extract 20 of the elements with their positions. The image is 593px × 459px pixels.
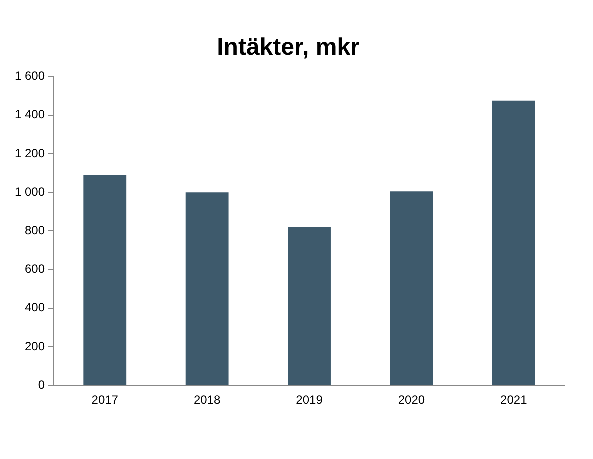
x-tick-label: 2017 bbox=[92, 393, 119, 408]
y-tick-label: 200 bbox=[25, 339, 46, 354]
x-tick-label: 2021 bbox=[500, 393, 528, 408]
y-tick-label: 1 600 bbox=[15, 69, 46, 84]
bar bbox=[186, 192, 229, 386]
y-tick-label: 1 000 bbox=[15, 184, 46, 199]
x-tick-label: 2019 bbox=[296, 393, 324, 408]
x-tick-label: 2020 bbox=[398, 393, 426, 408]
bar bbox=[288, 227, 331, 386]
y-tick-label: 600 bbox=[25, 262, 46, 276]
y-tick-label: 800 bbox=[25, 224, 46, 238]
y-tick-label: 400 bbox=[25, 300, 46, 315]
bar bbox=[492, 100, 536, 386]
bar bbox=[84, 175, 127, 386]
y-tick-label: 1 400 bbox=[15, 108, 46, 122]
x-tick-label: 2018 bbox=[194, 393, 221, 408]
y-tick-label: 1 200 bbox=[15, 146, 46, 160]
y-tick-label: 0 bbox=[38, 378, 46, 392]
bar bbox=[390, 192, 434, 386]
chart-title: Intäkter, mkr bbox=[217, 34, 360, 62]
